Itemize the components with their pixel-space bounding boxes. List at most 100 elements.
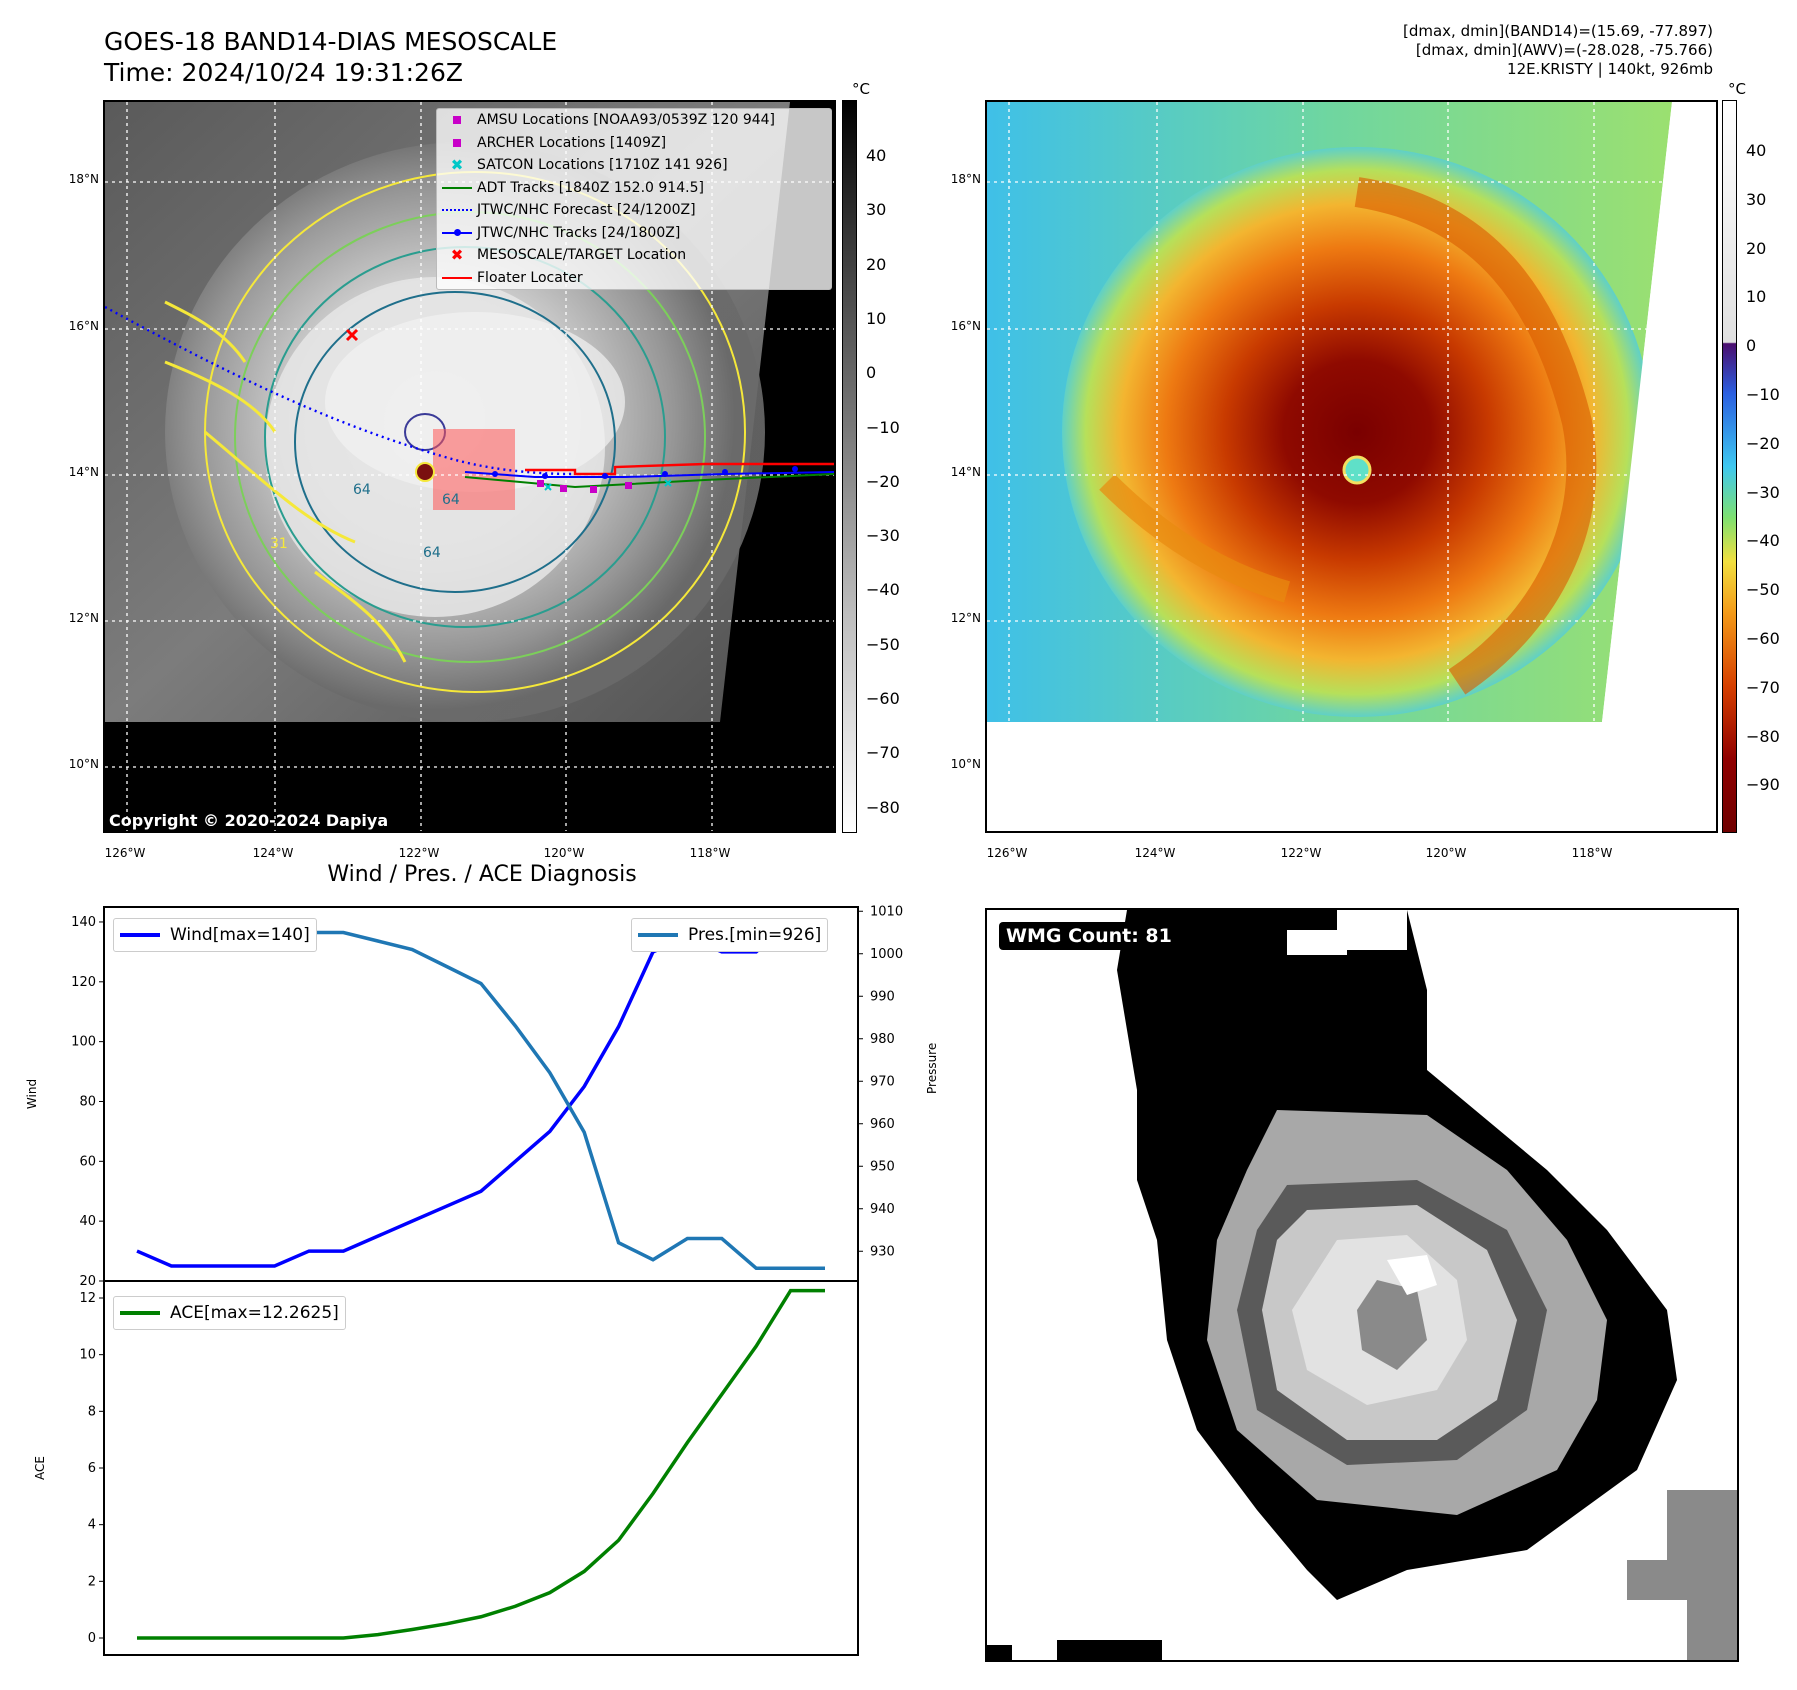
latitude-label: 16°N	[950, 319, 981, 333]
colorbar-tick-label: −20	[866, 471, 900, 491]
contour-label: 64	[353, 482, 371, 498]
colorbar-tick-label: −60	[866, 689, 900, 708]
colorbar-tick-label: −30	[1746, 482, 1780, 502]
ace-tick-label: 10	[79, 1348, 96, 1363]
longitude-label: 118°W	[1571, 846, 1613, 860]
info-block: [dmax, dmin](BAND14)=(15.69, -77.897) [d…	[1113, 22, 1713, 79]
wind-tick-label: 40	[79, 1214, 96, 1229]
info-line-band14: [dmax, dmin](BAND14)=(15.69, -77.897)	[1402, 22, 1713, 40]
copyright-text: Copyright © 2020-2024 Dapiya	[109, 811, 389, 830]
pressure-tick-label: 990	[870, 989, 895, 1004]
colorbar-tick-label: −50	[1746, 580, 1780, 600]
colorbar-tick-label: 30	[866, 200, 887, 220]
ace-plot-frame	[103, 1280, 859, 1656]
pressure-tick-label: 940	[870, 1202, 895, 1217]
figure-title-line1: GOES-18 BAND14-DIAS MESOSCALE	[104, 27, 558, 56]
wmg-panel: WMG Count: 81	[985, 908, 1739, 1662]
longitude-label: 126°W	[104, 846, 146, 860]
wind-legend-swatch	[120, 933, 160, 937]
diagnosis-chart: 1401201008060402010101000990980970960950…	[25, 904, 903, 1656]
pressure-tick-label: 970	[870, 1074, 895, 1089]
longitude-label: 118°W	[689, 846, 731, 860]
wind-ylabel: Wind	[25, 1079, 39, 1109]
left-colorbar	[842, 100, 857, 833]
colorbar-tick-label: −50	[866, 634, 900, 654]
legend-label: SATCON Locations [1710Z 141 926]	[477, 157, 728, 174]
colorbar-tick-label: 20	[1746, 238, 1767, 258]
legend-item: ADT Tracks [1840Z 152.0 914.5]	[437, 177, 831, 200]
latitude-label: 18°N	[68, 172, 99, 186]
ace-tick-label: 2	[88, 1574, 96, 1589]
legend-label: JTWC/NHC Tracks [24/1800Z]	[477, 224, 681, 241]
info-line-storm: 12E.KRISTY | 140kt, 926mb	[1507, 60, 1713, 78]
latitude-label: 10°N	[950, 757, 981, 771]
colorbar-tick-label: −60	[1746, 629, 1780, 648]
legend-symbol-icon: ✖	[450, 156, 464, 175]
legend-symbol-icon	[437, 200, 477, 220]
legend-item: ARCHER Locations [1409Z]	[437, 132, 831, 155]
colorbar-tick-label: −40	[1746, 531, 1780, 551]
wind-tick-label: 140	[71, 915, 96, 930]
left-map-panel: 64 64 64 31 AMSU Locations [NOAA93/0539Z…	[103, 100, 836, 833]
wmg-count-badge: WMG Count: 81	[999, 922, 1179, 950]
longitude-label: 120°W	[1425, 846, 1467, 860]
legend-item: AMSU Locations [NOAA93/0539Z 120 944]	[437, 109, 831, 132]
pressure-legend-swatch	[638, 933, 678, 937]
figure-title-line2: Time: 2024/10/24 19:31:26Z	[104, 58, 463, 87]
ace-series	[137, 1288, 825, 1640]
wind-tick-label: 80	[79, 1094, 96, 1109]
ace-tick-label: 12	[79, 1291, 96, 1306]
colorbar-tick-label: −40	[866, 580, 900, 600]
legend-label: ARCHER Locations [1409Z]	[477, 134, 667, 151]
wind-tick-label: 20	[79, 1274, 96, 1289]
wmg-image	[987, 910, 1737, 1660]
ace-tick-label: 4	[88, 1518, 96, 1533]
latitude-label: 12°N	[950, 611, 981, 625]
colorbar-tick-label: 40	[1746, 141, 1767, 160]
right-map-panel	[985, 100, 1718, 833]
legend-item: ✖ SATCON Locations [1710Z 141 926]	[437, 154, 831, 177]
longitude-label: 122°W	[398, 846, 440, 860]
legend-symbol-icon	[437, 110, 477, 130]
colorbar-tick-label: −10	[1746, 385, 1780, 404]
ace-ylabel: ACE	[33, 1456, 47, 1480]
pressure-legend-label: Pres.[min=926]	[688, 925, 822, 945]
legend-item: JTWC/NHC Forecast [24/1200Z]	[437, 199, 831, 222]
colorbar-tick-label: 20	[866, 254, 887, 274]
colorbar-tick-label: 0	[866, 363, 877, 383]
legend-symbol-icon	[437, 268, 477, 288]
contour-label: 64	[423, 545, 441, 561]
colorbar-tick-label: −80	[1746, 726, 1780, 746]
latitude-label: 12°N	[68, 611, 99, 625]
left-map-legend: AMSU Locations [NOAA93/0539Z 120 944] ARC…	[436, 108, 832, 290]
ace-tick-label: 8	[88, 1404, 96, 1419]
latitude-label: 14°N	[950, 465, 981, 479]
ace-tick-label: 0	[88, 1631, 96, 1646]
wind-tick-label: 120	[71, 975, 96, 990]
legend-item: JTWC/NHC Tracks [24/1800Z]	[437, 222, 831, 245]
legend-label: JTWC/NHC Forecast [24/1200Z]	[477, 202, 696, 219]
longitude-label: 124°W	[252, 846, 294, 860]
colorbar-tick-label: −70	[1746, 677, 1780, 697]
right-colorbar	[1722, 100, 1737, 833]
colorbar-tick-label: −70	[866, 743, 900, 763]
pressure-tick-label: 950	[870, 1159, 895, 1174]
latitude-label: 16°N	[68, 319, 99, 333]
ace-line	[137, 1288, 825, 1640]
ace-legend-swatch	[120, 1311, 160, 1315]
legend-label: Floater Locater	[477, 269, 583, 286]
pressure-tick-label: 930	[870, 1244, 895, 1259]
diagnosis-ticks: 1401201008060402010101000990980970960950…	[71, 904, 903, 1646]
ace-tick-label: 6	[88, 1461, 96, 1476]
pressure-tick-label: 960	[870, 1117, 895, 1132]
longitude-label: 124°W	[1134, 846, 1176, 860]
legend-label: ADT Tracks [1840Z 152.0 914.5]	[477, 179, 704, 196]
wind-tick-label: 60	[79, 1154, 96, 1169]
legend-item: ✖ MESOSCALE/TARGET Location	[437, 244, 831, 267]
ace-legend: ACE[max=12.2625]	[113, 1296, 346, 1330]
legend-label: AMSU Locations [NOAA93/0539Z 120 944]	[477, 112, 776, 129]
legend-symbol-icon	[437, 223, 477, 243]
pressure-tick-label: 1010	[870, 904, 903, 919]
ace-legend-label: ACE[max=12.2625]	[170, 1303, 339, 1323]
wind-tick-label: 100	[71, 1035, 96, 1050]
